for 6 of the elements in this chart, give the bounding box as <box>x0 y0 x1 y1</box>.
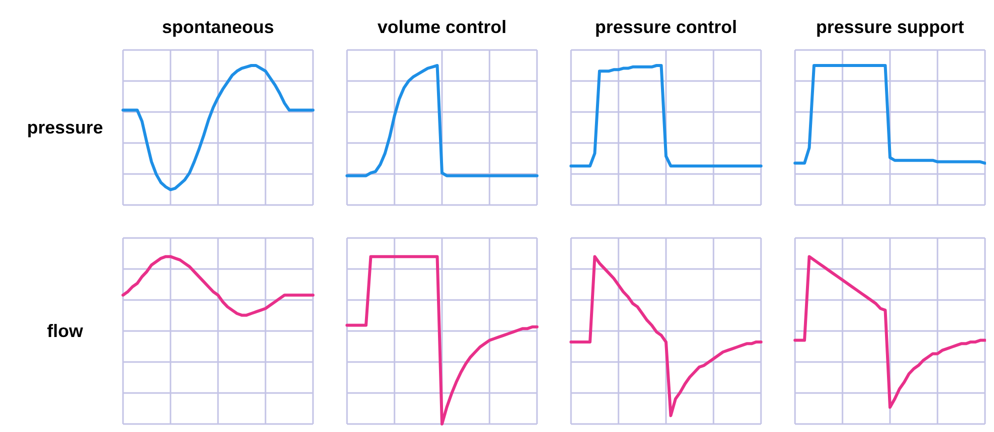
chart-title: pressure control <box>594 17 738 37</box>
y-axis-title: pressure <box>26 118 104 138</box>
chart-title: pressure support <box>816 17 964 37</box>
y-axis-title: flow <box>47 321 84 341</box>
chart-title: volume control <box>377 17 507 37</box>
chart-title: spontaneous <box>162 17 274 37</box>
